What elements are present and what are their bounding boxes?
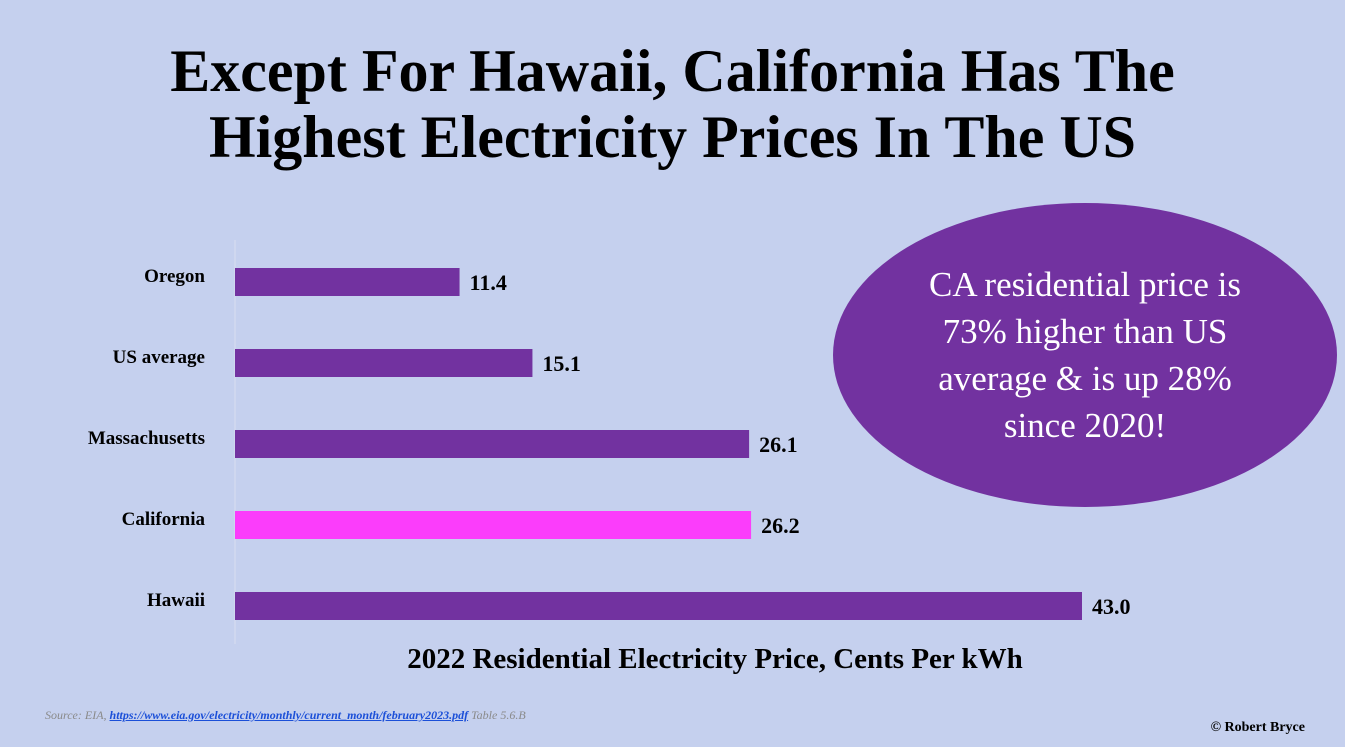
category-label: Hawaii [147, 590, 205, 611]
source-note: Source: EIA, https://www.eia.gov/electri… [45, 708, 526, 723]
category-label: US average [113, 347, 205, 368]
source-prefix: Source: EIA, [45, 708, 110, 722]
source-link[interactable]: https://www.eia.gov/electricity/monthly/… [109, 708, 469, 722]
bar-us-average [235, 349, 533, 377]
bar-hawaii [235, 592, 1082, 620]
category-label: Massachusetts [88, 428, 205, 449]
source-suffix: Table 5.6.B [468, 708, 526, 722]
title-line-1: Except For Hawaii, California Has The [170, 38, 1175, 104]
value-label: 43.0 [1092, 594, 1131, 619]
value-label: 15.1 [542, 351, 581, 376]
callout-ellipse: CA residential price is 73% higher than … [833, 203, 1337, 507]
x-axis-label: 2022 Residential Electricity Price, Cent… [407, 643, 1023, 675]
title-line-2: Highest Electricity Prices In The US [208, 104, 1137, 170]
bar-massachusetts [235, 430, 750, 458]
value-label: 26.2 [761, 513, 800, 538]
chart-title: Except For Hawaii, California Has The Hi… [0, 38, 1345, 170]
value-label: 11.4 [470, 270, 507, 295]
bar-california [235, 511, 752, 539]
callout-text: CA residential price is 73% higher than … [928, 265, 1241, 445]
category-label: Oregon [144, 266, 205, 287]
category-label: California [122, 509, 206, 530]
value-label: 26.1 [759, 432, 798, 457]
bar-oregon [235, 268, 460, 296]
copyright: © Robert Bryce [1210, 720, 1305, 735]
